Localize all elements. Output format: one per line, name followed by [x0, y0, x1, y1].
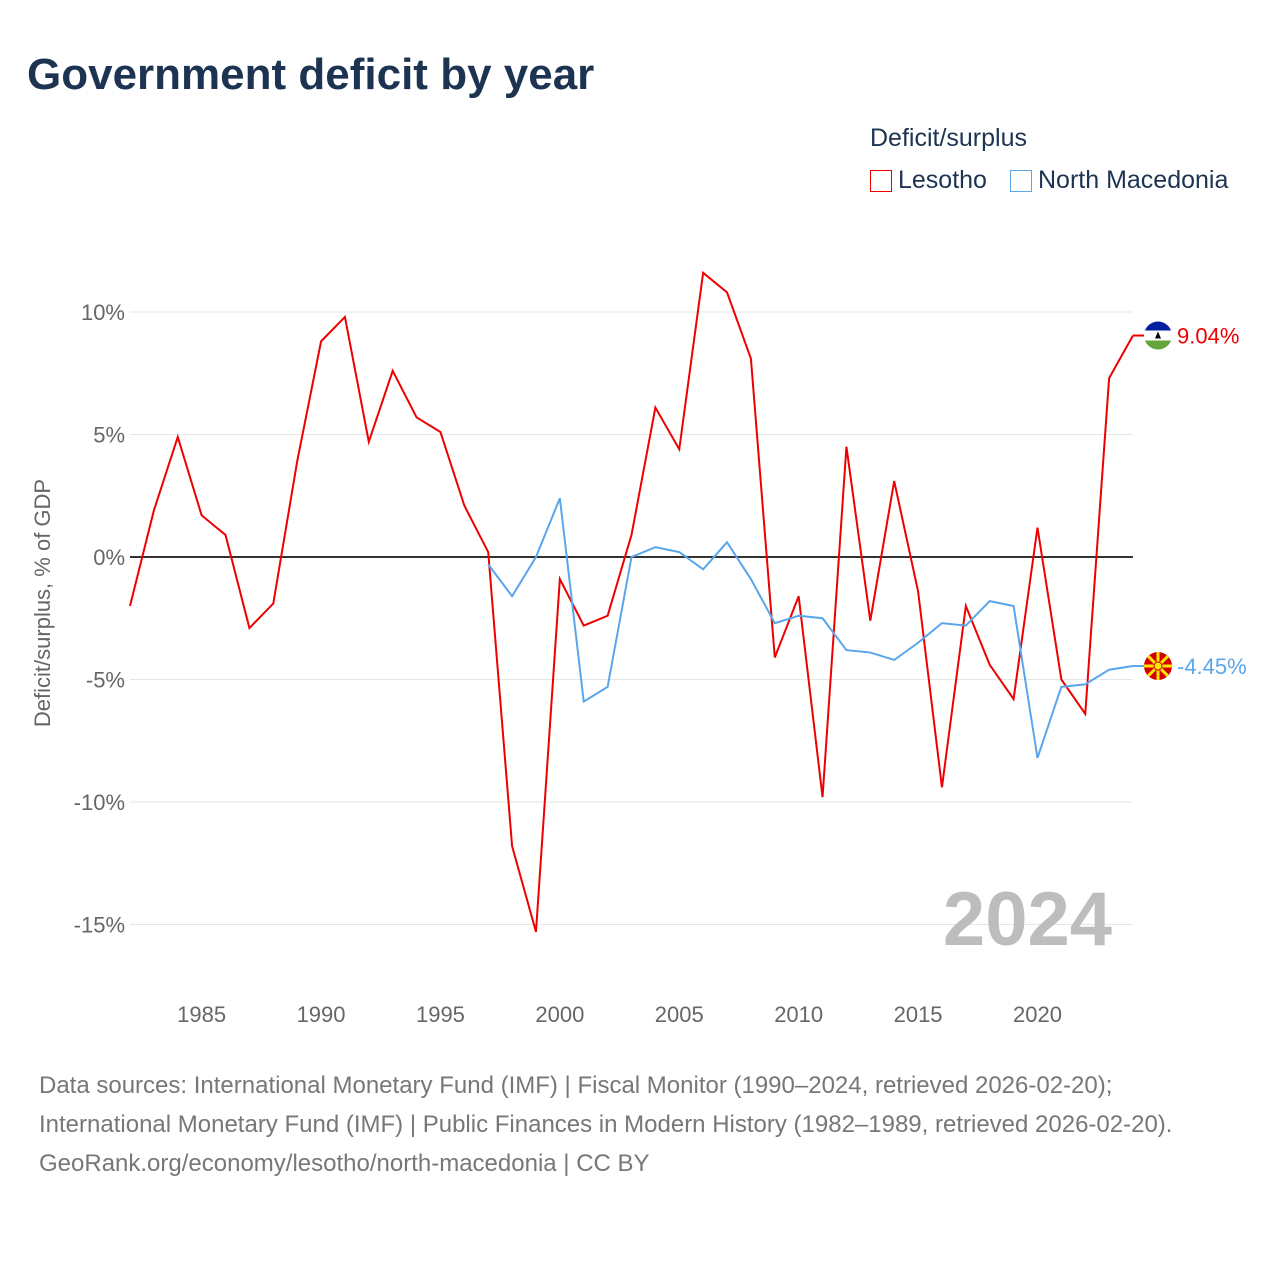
y-tick-label: 5%: [93, 423, 125, 448]
x-tick-label: 2015: [894, 1002, 943, 1027]
y-axis-label: Deficit/surplus, % of GDP: [30, 479, 55, 727]
chart-title: Government deficit by year: [27, 50, 595, 99]
flag-band: [1144, 321, 1172, 331]
legend-item-lesotho[interactable]: Lesotho: [870, 166, 987, 195]
x-tick-label: 1985: [177, 1002, 226, 1027]
legend-swatch-north-macedonia: [1010, 169, 1032, 192]
x-tick-label: 2010: [774, 1002, 823, 1027]
north-macedonia-flag-icon: [1144, 652, 1172, 681]
x-tick-label: 1995: [416, 1002, 465, 1027]
flag-hat: [1155, 331, 1161, 339]
y-tick-label: -15%: [74, 913, 125, 938]
y-tick-label: -5%: [86, 668, 125, 693]
sources: Data sources: International Monetary Fun…: [39, 1066, 1239, 1183]
legend-label: Lesotho: [898, 166, 987, 194]
legend-item-north-macedonia[interactable]: North Macedonia: [1010, 166, 1228, 195]
y-tick-label: 0%: [93, 545, 125, 570]
line-chart: 10% 5% 0% -5% -10% -15% 1985 1990 1995 2000 2005 20…: [30, 270, 1247, 1027]
y-tick-label: 10%: [81, 300, 125, 325]
series-line-lesotho: [129, 270, 1134, 933]
year-watermark: 2024: [943, 877, 1112, 962]
legend-title: Deficit/surplus: [870, 124, 1027, 152]
lesotho-flag-icon: [1144, 321, 1172, 350]
flag-band: [1144, 340, 1172, 350]
x-tick-label: 2020: [1013, 1002, 1062, 1027]
legend-label: North Macedonia: [1038, 166, 1229, 194]
legend-swatch-lesotho: [870, 169, 892, 192]
end-value-label: 9.04%: [1177, 324, 1239, 349]
x-tick-label: 2000: [535, 1002, 584, 1027]
series-line-north-macedonia: [487, 497, 1134, 759]
x-tick-label: 2005: [655, 1002, 704, 1027]
end-value-label: -4.45%: [1177, 654, 1247, 679]
attribution-link[interactable]: GeoRank.org/economy/lesotho/north-macedo…: [39, 1150, 650, 1177]
y-tick-label: -10%: [74, 790, 125, 815]
data-sources-text: Data sources: International Monetary Fun…: [39, 1072, 1173, 1138]
x-tick-label: 1990: [297, 1002, 346, 1027]
flag-sun: [1153, 661, 1163, 671]
